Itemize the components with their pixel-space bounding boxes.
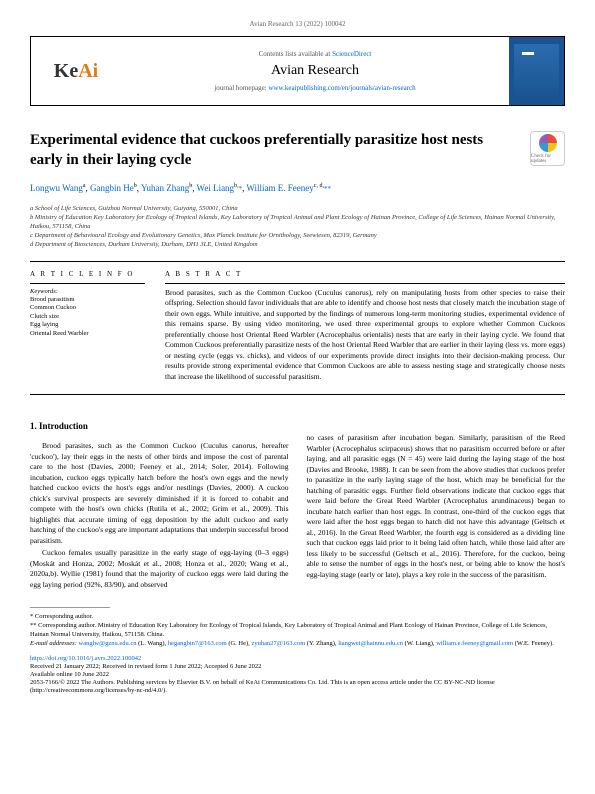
journal-cover bbox=[509, 37, 564, 105]
affiliation-d: d Department of Biosciences, Durham Univ… bbox=[30, 240, 565, 249]
homepage-link[interactable]: www.keaipublishing.com/en/journals/avian… bbox=[268, 84, 415, 92]
contents-line: Contents lists available at ScienceDirec… bbox=[126, 50, 504, 58]
abstract-text: Brood parasites, such as the Common Cuck… bbox=[165, 288, 565, 383]
email-line: E-mail addresses: wanglw@gznu.edu.cn (L.… bbox=[30, 640, 565, 649]
affiliation-c: c Department of Behavioural Ecology and … bbox=[30, 231, 565, 240]
article-info: A R T I C L E I N F O Keywords: Brood pa… bbox=[30, 270, 145, 383]
left-column: 1. Introduction Brood parasites, such as… bbox=[30, 403, 289, 592]
homepage-line: journal homepage: www.keaipublishing.com… bbox=[126, 84, 504, 92]
keywords-label: Keywords: bbox=[30, 288, 145, 295]
online-date: Available online 10 June 2022 bbox=[30, 671, 565, 678]
logo-ai: Ai bbox=[78, 60, 98, 83]
article-title: Experimental evidence that cuckoos prefe… bbox=[30, 131, 530, 170]
author-2-sup: b bbox=[134, 183, 137, 189]
paragraph-2: Cuckoo females usually parasitize in the… bbox=[30, 548, 289, 590]
article-info-heading: A R T I C L E I N F O bbox=[30, 270, 145, 278]
divider bbox=[30, 261, 565, 262]
journal-name: Avian Research bbox=[126, 63, 504, 79]
cover-image bbox=[514, 44, 559, 99]
email-4-name: (W. Liang), bbox=[403, 640, 436, 647]
body-text: Brood parasites, such as the Common Cuck… bbox=[30, 441, 289, 590]
publisher-logo: KeAi bbox=[31, 60, 121, 83]
affiliations: a School of Life Sciences, Guizhou Norma… bbox=[30, 204, 565, 249]
author-5[interactable]: William E. Feeney bbox=[246, 183, 313, 193]
license-line: 2053-7166/© 2022 The Authors. Publishing… bbox=[30, 679, 565, 696]
email-3-name: (Y. Zhang), bbox=[305, 640, 338, 647]
header-center: Contents lists available at ScienceDirec… bbox=[121, 45, 509, 97]
info-divider bbox=[30, 283, 145, 284]
footer-divider bbox=[30, 607, 110, 608]
affiliation-b: b Ministry of Education Key Laboratory f… bbox=[30, 213, 565, 231]
author-2[interactable]: Gangbin He bbox=[90, 183, 134, 193]
check-updates-badge[interactable]: Check for updates bbox=[530, 131, 565, 166]
homepage-prefix: journal homepage: bbox=[214, 84, 268, 92]
keyword: Oriental Reed Warbler bbox=[30, 330, 145, 338]
abstract-divider bbox=[165, 283, 565, 284]
contents-prefix: Contents lists available at bbox=[259, 50, 333, 58]
body-text: no cases of parasitism after incubation … bbox=[307, 433, 566, 580]
affiliation-a: a School of Life Sciences, Guizhou Norma… bbox=[30, 204, 565, 213]
crossmark-icon bbox=[539, 134, 557, 152]
abstract-section: A B S T R A C T Brood parasites, such as… bbox=[165, 270, 565, 383]
keyword: Common Cuckoo bbox=[30, 304, 145, 312]
intro-heading: 1. Introduction bbox=[30, 421, 289, 431]
author-3-sup: b bbox=[189, 183, 192, 189]
email-5-name: (W.E. Feeney). bbox=[513, 640, 554, 647]
doi-link[interactable]: https://doi.org/10.1016/j.avrs.2022.1000… bbox=[30, 655, 565, 662]
sciencedirect-link[interactable]: ScienceDirect bbox=[332, 50, 371, 58]
dates-line: Received 21 January 2022; Received in re… bbox=[30, 663, 565, 670]
logo-ke: Ke bbox=[54, 60, 78, 83]
email-4[interactable]: liangwei@hainnu.edu.cn bbox=[338, 640, 403, 647]
corresponding-2: ** Corresponding author. Ministry of Edu… bbox=[30, 622, 565, 640]
email-2-name: (G. He), bbox=[227, 640, 252, 647]
author-1-sup: a bbox=[83, 183, 86, 189]
author-3[interactable]: Yuhan Zhang bbox=[141, 183, 189, 193]
email-2[interactable]: hegangbin7@163.com bbox=[168, 640, 227, 647]
email-3[interactable]: zyuhan27@163.com bbox=[251, 640, 305, 647]
divider bbox=[30, 394, 565, 395]
envelope-icon: * bbox=[239, 185, 243, 193]
author-4[interactable]: Wei Liang bbox=[197, 183, 235, 193]
keyword: Egg laying bbox=[30, 321, 145, 329]
email-label: E-mail addresses: bbox=[30, 640, 79, 647]
email-5[interactable]: william.e.feeney@gmail.com bbox=[436, 640, 513, 647]
keyword: Clutch size bbox=[30, 313, 145, 321]
abstract-heading: A B S T R A C T bbox=[165, 270, 565, 278]
check-label: Check for updates bbox=[531, 154, 564, 164]
keyword: Brood parasitism bbox=[30, 296, 145, 304]
author-5-sup: c, d, bbox=[314, 183, 324, 189]
journal-header: KeAi Contents lists available at Science… bbox=[30, 36, 565, 106]
footnotes: * Corresponding author. ** Corresponding… bbox=[30, 613, 565, 648]
paragraph-1: Brood parasites, such as the Common Cuck… bbox=[30, 441, 289, 546]
email-1-name: (L. Wang), bbox=[137, 640, 168, 647]
author-1[interactable]: Longwu Wang bbox=[30, 183, 83, 193]
email-1[interactable]: wanglw@gznu.edu.cn bbox=[79, 640, 137, 647]
right-column: no cases of parasitism after incubation … bbox=[307, 403, 566, 592]
envelope-icon: ** bbox=[324, 185, 331, 193]
journal-citation: Avian Research 13 (2022) 100042 bbox=[30, 20, 565, 28]
corresponding-1: * Corresponding author. bbox=[30, 613, 565, 622]
author-list: Longwu Wanga, Gangbin Heb, Yuhan Zhangb,… bbox=[30, 182, 565, 196]
paragraph-3: no cases of parasitism after incubation … bbox=[307, 433, 566, 580]
